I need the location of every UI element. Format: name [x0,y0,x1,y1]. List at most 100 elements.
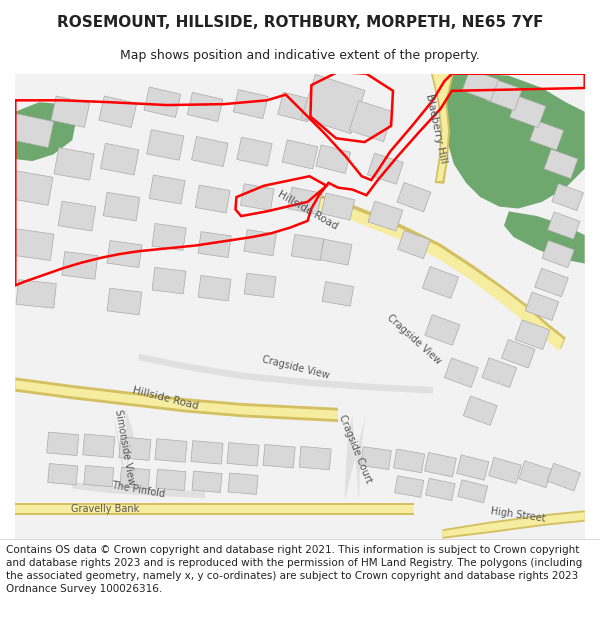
Polygon shape [198,232,231,258]
Polygon shape [156,469,186,491]
Polygon shape [244,273,276,298]
Polygon shape [542,241,574,268]
Polygon shape [368,201,403,231]
Polygon shape [54,148,94,180]
Polygon shape [100,143,139,175]
Polygon shape [519,461,552,488]
Polygon shape [349,101,393,142]
Polygon shape [425,315,460,345]
Polygon shape [187,92,223,122]
Text: ROSEMOUNT, HILLSIDE, ROTHBURY, MORPETH, NE65 7YF: ROSEMOUNT, HILLSIDE, ROTHBURY, MORPETH, … [57,14,543,29]
Polygon shape [344,416,365,501]
Polygon shape [398,231,430,259]
Polygon shape [227,442,259,466]
Polygon shape [320,239,352,265]
Polygon shape [244,229,277,256]
Polygon shape [515,320,550,349]
Text: The Pinfold: The Pinfold [111,480,166,499]
Polygon shape [442,512,584,537]
Text: Hillside Road: Hillside Road [131,385,199,411]
Polygon shape [361,447,391,469]
Polygon shape [425,452,457,477]
Polygon shape [422,267,458,298]
Polygon shape [316,145,350,173]
Polygon shape [482,358,517,387]
Polygon shape [62,252,98,279]
Polygon shape [425,478,455,501]
Polygon shape [457,455,489,480]
Polygon shape [442,74,584,209]
Polygon shape [120,468,150,489]
Text: Gravelly Bank: Gravelly Bank [71,504,140,514]
Polygon shape [155,439,187,462]
Polygon shape [99,96,137,128]
Polygon shape [292,234,324,261]
Text: Simonside View: Simonside View [113,409,136,486]
Polygon shape [119,437,151,461]
Polygon shape [463,396,497,426]
Polygon shape [530,121,563,150]
Polygon shape [144,87,181,118]
Polygon shape [394,449,425,472]
Polygon shape [48,464,78,485]
Polygon shape [486,79,522,111]
Polygon shape [72,482,205,498]
Polygon shape [300,189,566,349]
Text: Cragside Court: Cragside Court [337,413,373,484]
Polygon shape [16,102,77,161]
Polygon shape [445,358,478,387]
Polygon shape [397,182,431,212]
Polygon shape [299,446,331,470]
Polygon shape [544,149,578,179]
Polygon shape [107,288,142,315]
Polygon shape [51,96,89,128]
Polygon shape [442,510,584,539]
Polygon shape [263,444,295,468]
Polygon shape [198,276,231,301]
Polygon shape [16,378,338,422]
Text: High Street: High Street [490,506,547,524]
Polygon shape [321,193,355,220]
Polygon shape [16,380,338,419]
Polygon shape [282,140,318,169]
Polygon shape [228,473,258,494]
Polygon shape [288,188,322,214]
Polygon shape [16,504,414,513]
Polygon shape [6,170,53,206]
Polygon shape [547,463,580,491]
Polygon shape [548,212,580,239]
Text: Cragside View: Cragside View [260,355,330,381]
Polygon shape [11,229,54,261]
Polygon shape [502,339,535,368]
Polygon shape [16,279,56,308]
Text: Cragside View: Cragside View [385,312,443,366]
Polygon shape [462,69,499,101]
Polygon shape [107,241,142,268]
Text: Blaeberry Hill: Blaeberry Hill [424,93,449,164]
Polygon shape [11,114,54,148]
Polygon shape [112,408,134,482]
Polygon shape [488,458,521,484]
Polygon shape [16,503,414,515]
Polygon shape [191,441,223,464]
Text: Map shows position and indicative extent of the property.: Map shows position and indicative extent… [120,49,480,62]
Polygon shape [233,89,268,119]
Polygon shape [504,211,584,264]
Polygon shape [83,434,115,457]
Polygon shape [525,292,559,321]
Polygon shape [509,96,546,128]
Polygon shape [195,185,230,213]
Polygon shape [16,74,584,539]
Polygon shape [191,137,228,166]
Polygon shape [84,466,114,487]
Polygon shape [58,201,96,231]
Polygon shape [103,192,140,221]
Polygon shape [152,268,186,294]
Polygon shape [146,129,184,160]
Polygon shape [301,74,365,134]
Polygon shape [241,184,274,211]
Text: Contains OS data © Crown copyright and database right 2021. This information is : Contains OS data © Crown copyright and d… [6,545,582,594]
Polygon shape [149,175,185,204]
Polygon shape [458,480,488,502]
Polygon shape [322,282,354,306]
